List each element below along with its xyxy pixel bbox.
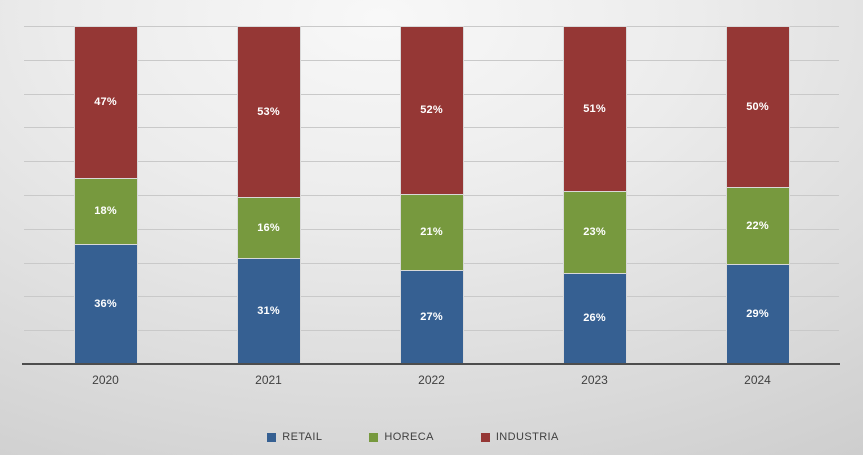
bar-2021: 53% 16% 31% — [236, 26, 301, 364]
data-label: 50% — [746, 100, 769, 113]
bar-segment-horeca: 16% — [236, 196, 301, 259]
bar-segment-industria: 47% — [73, 26, 138, 179]
data-label: 18% — [94, 205, 117, 218]
bar-segment-retail: 27% — [399, 269, 464, 364]
bar-slot: 53% 16% 31% — [187, 26, 350, 364]
bar-slot: 51% 23% 26% — [513, 26, 676, 365]
data-label: 52% — [420, 104, 443, 117]
x-axis-label: 2020 — [92, 373, 119, 387]
x-axis-label: 2022 — [418, 373, 445, 387]
bars-container: 47% 18% 36% 53% 16% 31% 52% 21% 27% 51% 23% 26% 50% 2… — [24, 26, 839, 365]
bar-segment-retail: 29% — [725, 264, 790, 364]
data-label: 22% — [746, 219, 769, 232]
legend-item-retail: RETAIL — [267, 431, 322, 443]
bar-2022: 52% 21% 27% — [399, 26, 464, 364]
bar-segment-horeca: 18% — [73, 177, 138, 245]
data-label: 51% — [583, 102, 606, 115]
data-label: 23% — [583, 226, 606, 239]
legend-label: HORECA — [384, 431, 434, 443]
x-axis-label: 2023 — [581, 373, 608, 387]
data-label: 26% — [583, 312, 606, 325]
data-label: 16% — [257, 221, 280, 234]
data-label: 36% — [94, 297, 117, 310]
legend-swatch-retail — [267, 432, 277, 442]
bar-segment-retail: 31% — [236, 257, 301, 364]
bar-segment-industria: 53% — [236, 26, 301, 198]
data-label: 21% — [420, 226, 443, 239]
bar-segment-horeca: 21% — [399, 193, 464, 271]
bar-segment-horeca: 23% — [562, 190, 627, 274]
data-label: 31% — [257, 304, 280, 317]
bar-2020: 47% 18% 36% — [73, 26, 138, 364]
legend-label: RETAIL — [282, 431, 323, 443]
data-label: 47% — [94, 96, 117, 109]
legend-item-horeca: HORECA — [369, 431, 433, 443]
data-label: 27% — [420, 310, 443, 323]
legend-swatch-horeca — [369, 432, 379, 442]
bar-slot: 52% 21% 27% — [350, 26, 513, 364]
bar-segment-industria: 52% — [399, 26, 464, 195]
bar-slot: 47% 18% 36% — [24, 26, 187, 364]
bar-2023: 51% 23% 26% — [562, 26, 627, 365]
data-label: 53% — [257, 105, 280, 118]
bar-slot: 50% 22% 29% — [676, 26, 839, 364]
x-axis-line — [22, 363, 840, 365]
legend-label: INDUSTRIA — [495, 431, 559, 443]
x-axis-label: 2021 — [255, 373, 282, 387]
bar-segment-horeca: 22% — [725, 186, 790, 266]
bar-segment-retail: 36% — [73, 243, 138, 364]
x-axis-labels: 2020 2021 2022 2023 2024 — [24, 373, 839, 387]
chart-legend: RETAIL HORECA INDUSTRIA — [0, 431, 826, 443]
data-label: 29% — [746, 308, 769, 321]
bar-segment-retail: 26% — [562, 272, 627, 365]
legend-item-industria: INDUSTRIA — [480, 431, 559, 443]
bar-segment-industria: 50% — [725, 26, 790, 188]
bar-segment-industria: 51% — [562, 26, 627, 192]
legend-swatch-industria — [480, 432, 490, 442]
plot-area: 47% 18% 36% 53% 16% 31% 52% 21% 27% 51% 23% 26% 50% 2… — [22, 26, 840, 365]
x-axis-label: 2024 — [744, 373, 771, 387]
bar-2024: 50% 22% 29% — [725, 26, 790, 364]
